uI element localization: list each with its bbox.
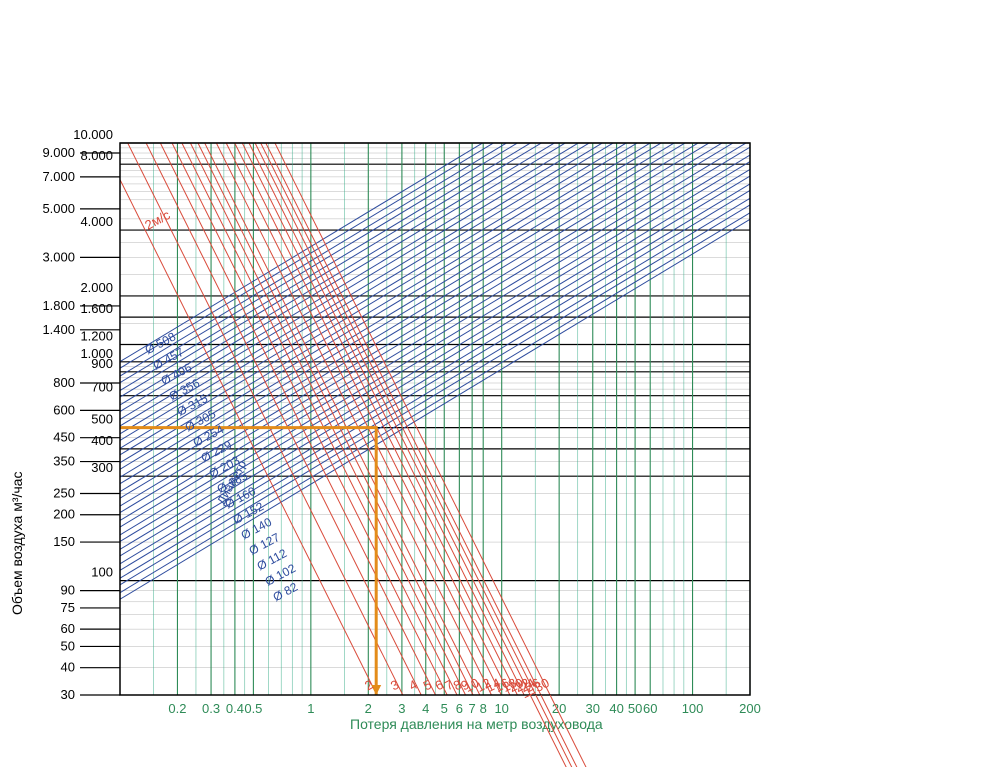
y-tick-label: 3.000	[42, 249, 75, 264]
y-tick-label: 250	[53, 486, 75, 501]
x-tick-label: 8	[480, 701, 487, 716]
y-tick-label: 60	[61, 621, 75, 636]
y-tick-label: 40	[61, 660, 75, 675]
y-tick-label: 1.400	[42, 322, 75, 337]
x-tick-label: 3	[398, 701, 405, 716]
y-major-label: 8.000	[80, 148, 113, 163]
y-major-label: 4.000	[80, 214, 113, 229]
y-axis-title: Объем воздуха м³/час	[9, 472, 25, 615]
y-tick-label: 450	[53, 430, 75, 445]
y-tick-label: 30	[61, 687, 75, 702]
y-tick-label: 200	[53, 507, 75, 522]
y-tick-label: 9.000	[42, 145, 75, 160]
y-major-label: 1.200	[80, 328, 113, 343]
y-major-label: 2.000	[80, 280, 113, 295]
y-major-label: 500	[91, 412, 113, 427]
x-tick-label: 60	[643, 701, 657, 716]
velocity-unit-label: 2м/с	[142, 207, 173, 233]
y-tick-label: 1.800	[42, 298, 75, 313]
x-tick-label: 0.5	[244, 701, 262, 716]
y-major-label: 1.000	[80, 346, 113, 361]
y-major-label: 1.600	[80, 301, 113, 316]
y-major-label: 300	[91, 460, 113, 475]
y-tick-label: 50	[61, 638, 75, 653]
x-tick-label: 30	[586, 701, 600, 716]
x-tick-label: 40	[609, 701, 623, 716]
y-major-label: 700	[91, 380, 113, 395]
y-tick-label: 90	[61, 583, 75, 598]
x-tick-label: 100	[682, 701, 704, 716]
y-tick-label: 350	[53, 454, 75, 469]
x-tick-label: 50	[628, 701, 642, 716]
y-tick-label: 600	[53, 402, 75, 417]
y-tick-label: 7.000	[42, 169, 75, 184]
x-tick-label: 2	[365, 701, 372, 716]
y-major-label: 100	[91, 565, 113, 580]
y-tick-label: 150	[53, 534, 75, 549]
x-tick-label: 0.4	[226, 701, 244, 716]
x-tick-label: 5	[441, 701, 448, 716]
y-major-label: 10.000	[73, 127, 113, 142]
y-major-label: 400	[91, 433, 113, 448]
y-tick-label: 5.000	[42, 201, 75, 216]
x-tick-label: 6	[456, 701, 463, 716]
y-tick-label: 800	[53, 375, 75, 390]
x-tick-label: 7	[469, 701, 476, 716]
x-tick-label: 1	[307, 701, 314, 716]
x-tick-label: 0.3	[202, 701, 220, 716]
velocity-label: 3	[388, 677, 401, 694]
y-tick-label: 75	[61, 600, 75, 615]
x-tick-label: 10	[494, 701, 508, 716]
x-tick-label: 0.2	[168, 701, 186, 716]
nomogram-chart: 3040506075901502002503504506008001.4001.…	[0, 0, 1000, 767]
x-tick-label: 200	[739, 701, 761, 716]
velocity-label: 4	[406, 677, 419, 694]
x-tick-label: 4	[422, 701, 429, 716]
